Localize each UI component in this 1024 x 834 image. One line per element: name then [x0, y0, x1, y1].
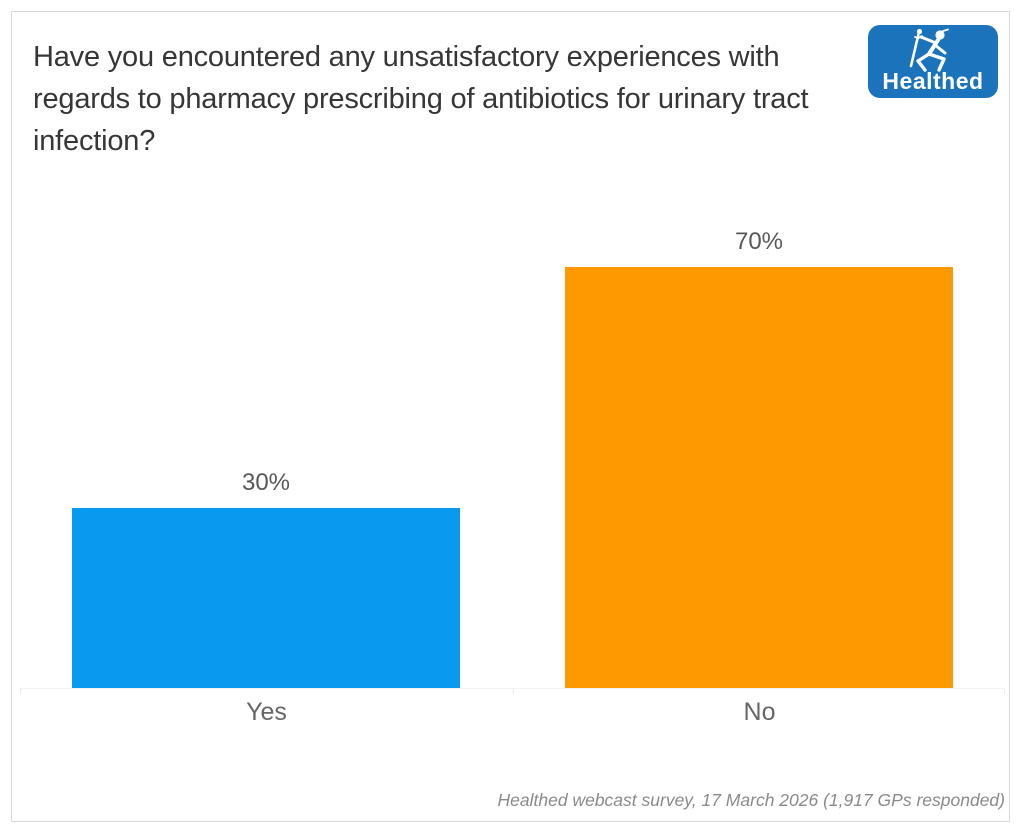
- x-axis-labels: Yes No: [20, 698, 1005, 730]
- bar-value-label-yes: 30%: [241, 469, 291, 496]
- hermes-runner-icon: [909, 28, 949, 72]
- x-axis-label-yes: Yes: [246, 698, 287, 726]
- axis-tick: [1004, 689, 1005, 694]
- bar-yes[interactable]: [72, 508, 460, 688]
- source-caption: Healthed webcast survey, 17 March 2026 (…: [497, 790, 1005, 810]
- axis-tick: [513, 689, 514, 694]
- plot-area: 30% 70%: [20, 200, 1005, 694]
- bar-no[interactable]: [565, 267, 953, 688]
- healthed-logo: Healthed: [868, 25, 998, 98]
- healthed-logo-wordmark: Healthed: [882, 68, 984, 94]
- x-axis-label-no: No: [743, 698, 776, 726]
- axis-tick: [20, 689, 21, 694]
- chart-title: Have you encountered any unsatisfactory …: [33, 41, 809, 157]
- bar-value-label-no: 70%: [734, 228, 784, 255]
